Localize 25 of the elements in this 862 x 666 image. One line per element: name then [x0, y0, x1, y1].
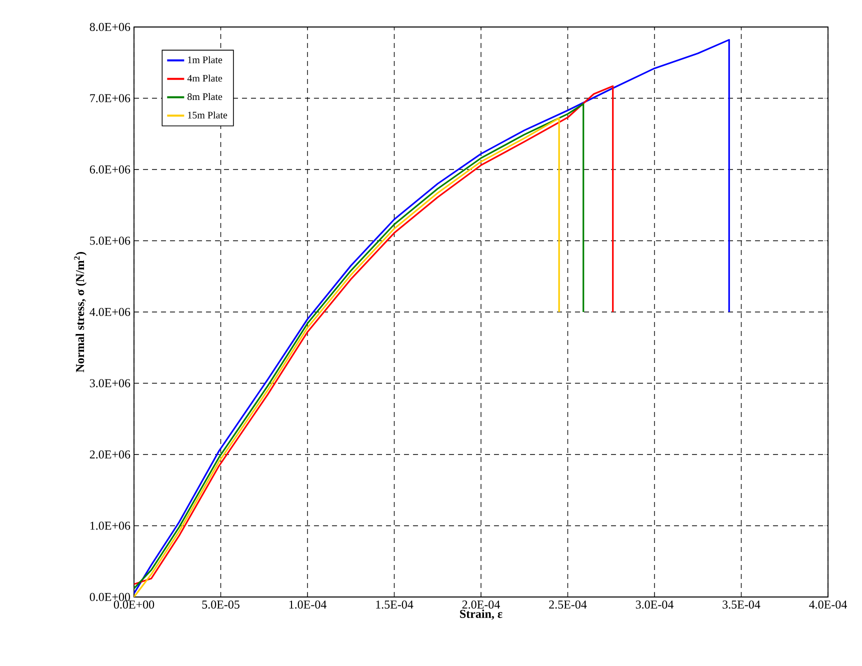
x-tick-label: 5.0E-05	[202, 600, 240, 609]
x-tick-label: 1.5E-04	[376, 600, 414, 609]
legend-label: 15m Plate	[188, 111, 228, 118]
y-tick-label: 5.0E+06	[90, 236, 130, 245]
legend-label: 8m Plate	[188, 93, 222, 100]
x-tick-label: 4.0E-04	[809, 600, 847, 609]
y-tick-label: 4.0E+06	[90, 308, 130, 316]
legend-label: 4m Plate	[187, 74, 222, 82]
y-tick-label: 8.0E+06	[90, 22, 130, 32]
x-tick-label: 3.0E-04	[636, 600, 674, 609]
y-tick-label: 2.0E+06	[90, 450, 130, 459]
legend-label: 1m Plate	[188, 56, 222, 64]
x-tick-label: 0.0E+00	[114, 600, 154, 609]
y-tick-label: 3.0E+06	[90, 379, 130, 388]
x-tick-label: 1.0E-04	[289, 600, 326, 609]
x-tick-label: 2.5E-04	[549, 600, 587, 609]
y-axis-title: Normal stress, σ (N/m$^{2}$)	[74, 252, 87, 372]
y-tick-label: 6.0E+06	[90, 165, 130, 174]
y-tick-label: 7.0E+06	[90, 94, 130, 102]
x-tick-label: 3.5E-04	[722, 600, 760, 609]
x-tick-label: 2.0E-04	[462, 600, 500, 609]
y-tick-label: 1.0E+06	[90, 522, 130, 530]
line-series	[134, 39, 730, 594]
y-tick-label: 0.0E+00	[90, 592, 130, 602]
x-axis-title: Strain, ε	[460, 610, 502, 620]
